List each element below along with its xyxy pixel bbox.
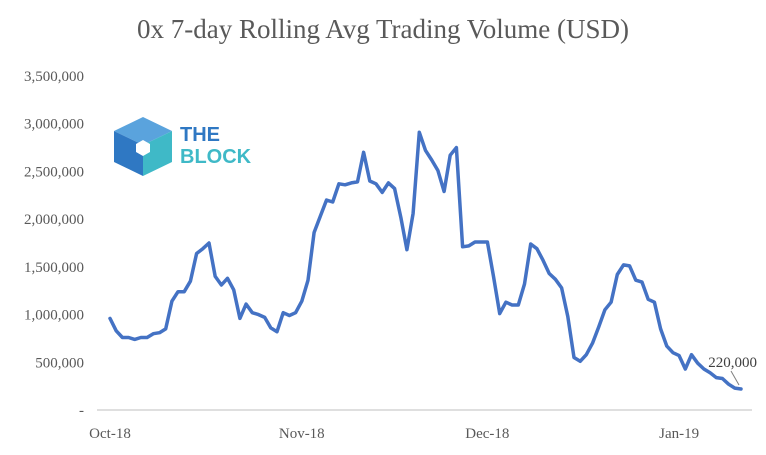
x-tick-label: Jan-19 <box>659 426 699 442</box>
annotations-layer: 220,000 <box>708 355 757 386</box>
annotation-label: 220,000 <box>708 355 757 371</box>
series-line <box>108 130 743 391</box>
y-tick-label: 2,500,000 <box>24 164 84 180</box>
logo-text-line2: BLOCK <box>180 146 252 168</box>
y-tick-label: 500,000 <box>35 355 84 371</box>
x-tick-label: Nov-18 <box>279 426 325 442</box>
y-tick-label: 3,000,000 <box>24 117 84 133</box>
logo-cube-left <box>114 131 143 176</box>
annotation-leader <box>730 370 740 386</box>
logo-cube-inner <box>136 140 150 156</box>
y-tick-label: 1,500,000 <box>24 260 84 276</box>
y-tick-label: 1,000,000 <box>24 308 84 324</box>
y-tick-label: 3,500,000 <box>24 69 84 85</box>
y-tick-label: 2,000,000 <box>24 212 84 228</box>
chart-title: 0x 7-day Rolling Avg Trading Volume (USD… <box>136 14 630 44</box>
x-tick-label: Dec-18 <box>465 426 509 442</box>
logo-text-line1: THE <box>180 124 220 146</box>
y-axis: - 500,000 1,000,000 1,500,000 2,000,000 2,500… <box>24 69 84 419</box>
x-axis: Oct-18 Nov-18 Dec-18 Jan-19 <box>89 409 752 442</box>
series-layer <box>108 130 743 391</box>
the-block-logo: THE BLOCK <box>114 117 252 176</box>
logo-cube-right <box>143 131 172 176</box>
x-tick-label: Oct-18 <box>89 426 131 442</box>
y-tick-label: - <box>79 403 84 419</box>
